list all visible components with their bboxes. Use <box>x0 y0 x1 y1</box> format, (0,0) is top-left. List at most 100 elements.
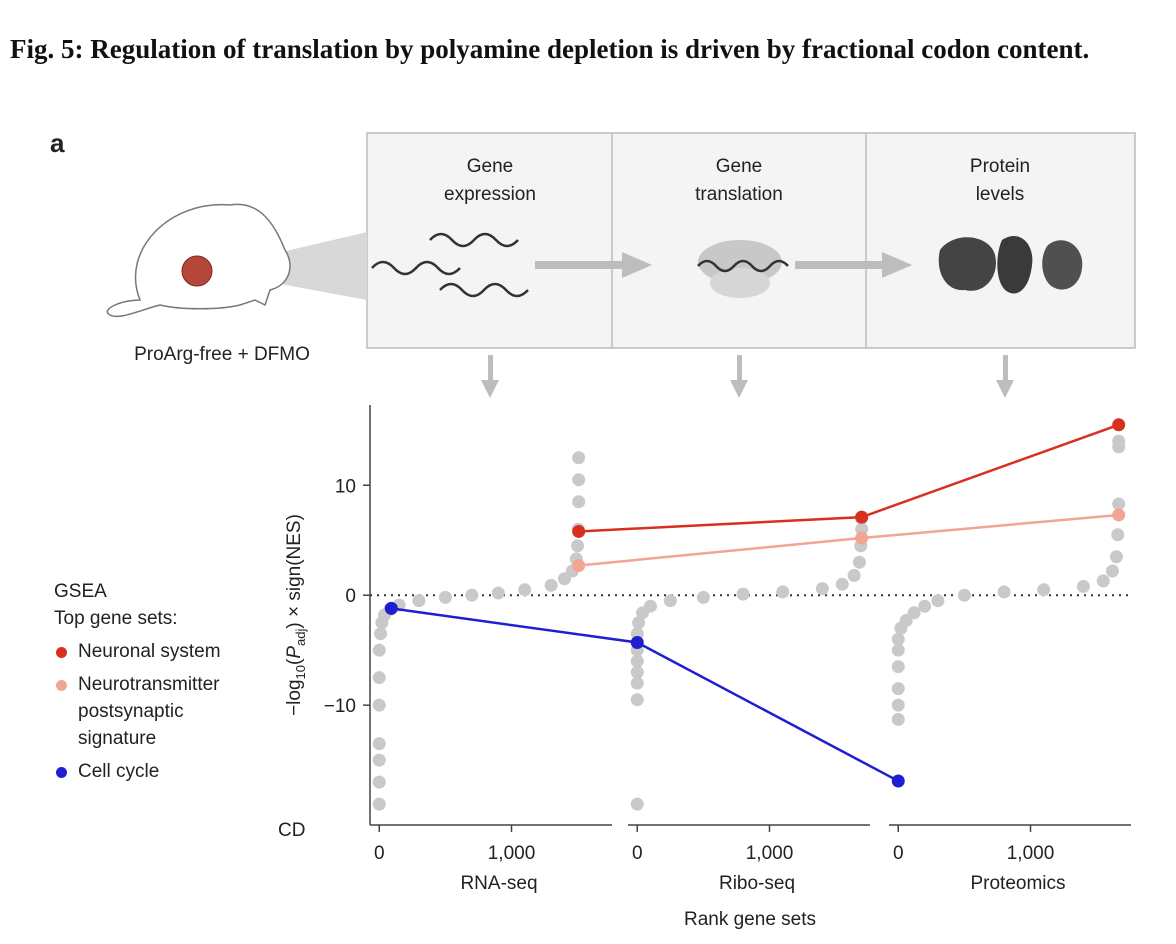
mrna <box>429 232 519 248</box>
series-point <box>855 531 869 545</box>
background-point <box>630 676 644 690</box>
legend-swatch <box>56 767 67 778</box>
stage-label: Protein <box>970 156 1030 177</box>
background-point <box>630 654 644 668</box>
background-point <box>931 594 945 608</box>
legend-label: Neuronal system <box>78 641 221 662</box>
series-point <box>1112 508 1126 522</box>
y-label-part: ) × sign(NES) <box>284 514 305 629</box>
figure-title: Fig. 5: Regulation of translation by pol… <box>10 34 1090 64</box>
arrows <box>481 252 1014 398</box>
background-point <box>544 578 558 592</box>
background-point <box>663 594 677 608</box>
background-point <box>374 627 388 641</box>
y-tick-label: 0 <box>345 586 356 607</box>
y-axis-label: −log10(Padj) × sign(NES) <box>284 514 308 716</box>
tumor <box>181 255 213 287</box>
background-point <box>736 587 750 601</box>
background-point <box>372 643 386 657</box>
background-point <box>571 539 585 553</box>
panel-name: RNA-seq <box>460 873 537 894</box>
background-point <box>1076 579 1090 593</box>
background-point <box>891 698 905 712</box>
legend-item: Neurotransmitter postsynaptic signature <box>54 671 264 752</box>
legend-swatch <box>56 647 67 658</box>
series-point <box>384 601 398 615</box>
x-tick-label: 1,000 <box>746 843 794 864</box>
legend: GSEA Top gene sets: Neuronal system Neuro… <box>54 578 264 785</box>
legend-title: GSEA <box>54 581 107 602</box>
mrna <box>439 282 529 298</box>
background-point <box>891 712 905 726</box>
x-tick-label: 0 <box>632 843 643 864</box>
stage-label: Gene <box>467 156 513 177</box>
background-point <box>835 577 849 591</box>
legend-swatch <box>56 680 67 691</box>
stage-label: translation <box>695 184 783 205</box>
background-point <box>1111 528 1125 542</box>
x-tick-label: 0 <box>374 843 385 864</box>
legend-item: Cell cycle <box>54 758 264 785</box>
background-point <box>1105 564 1119 578</box>
background-point <box>997 585 1011 599</box>
series-point <box>572 559 586 573</box>
series-point <box>891 774 905 788</box>
background-point <box>372 753 386 767</box>
ribosome <box>710 268 770 298</box>
background-point <box>1096 574 1110 588</box>
y-annotation: CD <box>278 820 305 841</box>
x-tick-label: 0 <box>893 843 904 864</box>
background-point <box>518 583 532 597</box>
background-point <box>1037 583 1051 597</box>
condition-label: ProArg-free + DFMO <box>134 344 310 365</box>
stage-label: Gene <box>716 156 762 177</box>
series-point <box>855 510 869 524</box>
background-point <box>643 599 657 613</box>
x-tick-label: 1,000 <box>1007 843 1055 864</box>
background-point <box>632 616 646 630</box>
background-point <box>776 585 790 599</box>
series-line <box>391 607 899 783</box>
x-axis-label: Rank gene sets <box>684 909 816 930</box>
background-point <box>572 473 586 487</box>
background-point <box>957 588 971 602</box>
protein <box>938 237 996 291</box>
background-point <box>891 643 905 657</box>
y-tick-label: −10 <box>324 696 356 717</box>
y-label-part: 10 <box>293 665 308 679</box>
legend-subtitle: Top gene sets: <box>54 608 178 629</box>
y-label-part: adj <box>293 629 308 646</box>
background-point <box>630 665 644 679</box>
background-point <box>891 632 905 646</box>
series-line <box>578 423 1120 533</box>
background-point <box>372 737 386 751</box>
background-point <box>630 693 644 707</box>
background-point <box>1112 497 1126 511</box>
protein <box>997 236 1033 294</box>
y-label-part: −log <box>284 679 305 715</box>
background-point <box>491 586 505 600</box>
legend-label: Cell cycle <box>78 761 160 782</box>
series-point <box>572 524 586 538</box>
background-point <box>438 590 452 604</box>
background-point <box>372 671 386 685</box>
panel-label: a <box>50 128 65 158</box>
series-point <box>630 635 644 649</box>
background-point <box>815 582 829 596</box>
protein <box>1042 240 1083 290</box>
background-point <box>891 660 905 674</box>
background-point <box>891 682 905 696</box>
mrna <box>371 260 461 276</box>
background-point <box>1109 550 1123 564</box>
y-label-part: P <box>284 646 305 659</box>
series-point <box>1112 418 1126 432</box>
background-point <box>847 568 861 582</box>
panel-name: Proteomics <box>970 873 1065 894</box>
y-label-part: ( <box>284 658 305 665</box>
background-point <box>1112 434 1126 448</box>
background-point <box>852 555 866 569</box>
series-line <box>578 513 1119 567</box>
background-point <box>918 599 932 613</box>
